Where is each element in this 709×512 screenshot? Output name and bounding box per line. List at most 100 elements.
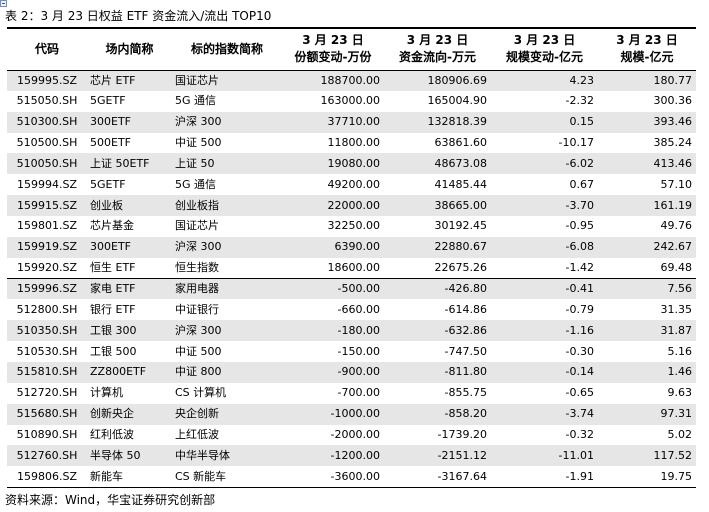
share-change-cell: -1200.00 bbox=[282, 445, 384, 467]
etf-code-cell: 159995.SZ bbox=[7, 70, 87, 91]
header-scale-change-date: 3 月 23 日 bbox=[513, 33, 576, 48]
scale-cell: 31.87 bbox=[598, 320, 696, 342]
fund-flow-cell: -858.20 bbox=[384, 403, 491, 425]
fund-flow-cell: -855.75 bbox=[384, 382, 491, 404]
etf-code-cell: 159994.SZ bbox=[7, 174, 87, 196]
scale-change-cell: -1.16 bbox=[491, 320, 598, 342]
table-row: 159994.SZ 5GETF 5G 通信 49200.00 41485.44 0.67 5… bbox=[7, 174, 696, 196]
header-share-change-label: 份额变动-万份 bbox=[294, 50, 372, 65]
etf-name-cell: 创新央企 bbox=[87, 403, 172, 425]
scale-cell: 242.67 bbox=[598, 236, 696, 258]
index-name-cell: 上红低波 bbox=[172, 424, 282, 446]
table-row: 159915.SZ 创业板 创业板指 22000.00 38665.00 -3.70 161… bbox=[7, 195, 696, 217]
etf-name-cell: 芯片基金 bbox=[87, 216, 172, 237]
etf-name-cell: 红利低波 bbox=[87, 424, 172, 446]
scale-change-cell: -3.70 bbox=[491, 195, 598, 217]
etf-code-cell: 515050.SH bbox=[7, 90, 87, 112]
index-name-cell: CS 新能车 bbox=[172, 466, 282, 488]
share-change-cell: -660.00 bbox=[282, 299, 384, 321]
share-change-cell: -1000.00 bbox=[282, 403, 384, 425]
share-change-cell: -2000.00 bbox=[282, 424, 384, 446]
index-name-cell: 国证芯片 bbox=[172, 70, 282, 91]
scale-change-cell: -0.30 bbox=[491, 341, 598, 363]
fund-flow-cell: 48673.08 bbox=[384, 153, 491, 175]
fund-flow-cell: 165004.90 bbox=[384, 90, 491, 112]
scale-change-cell: -1.91 bbox=[491, 466, 598, 488]
header-scale-date: 3 月 23 日 bbox=[616, 33, 678, 48]
share-change-cell: -3600.00 bbox=[282, 466, 384, 488]
etf-name-cell: 500ETF bbox=[87, 132, 172, 154]
header-scale-change-label: 规模变动-亿元 bbox=[506, 50, 583, 65]
scale-cell: 385.24 bbox=[598, 132, 696, 154]
scale-change-cell: -0.65 bbox=[491, 382, 598, 404]
scale-change-cell: -3.74 bbox=[491, 403, 598, 425]
fund-flow-cell: 22675.26 bbox=[384, 257, 491, 280]
header-name: 场内简称 bbox=[87, 29, 172, 71]
index-name-cell: 中证银行 bbox=[172, 299, 282, 321]
scale-cell: 5.16 bbox=[598, 341, 696, 363]
scale-change-cell: -0.41 bbox=[491, 278, 598, 300]
table-header: 代码 场内简称 标的指数简称 3 月 23 日 份额变动-万份 3 月 23 日… bbox=[7, 29, 696, 71]
share-change-cell: 11800.00 bbox=[282, 132, 384, 154]
etf-name-cell: 银行 ETF bbox=[87, 299, 172, 321]
scale-cell: 161.19 bbox=[598, 195, 696, 217]
header-code: 代码 bbox=[7, 29, 87, 71]
table-row: 510890.SH 红利低波 上红低波 -2000.00 -1739.20 -0.32 5.… bbox=[7, 424, 696, 446]
etf-name-cell: 半导体 50 bbox=[87, 445, 172, 467]
etf-name-cell: 家电 ETF bbox=[87, 278, 172, 300]
etf-name-cell: 300ETF bbox=[87, 236, 172, 258]
scale-change-cell: -0.14 bbox=[491, 362, 598, 383]
fund-flow-cell: 132818.39 bbox=[384, 111, 491, 133]
index-name-cell: 中证 500 bbox=[172, 341, 282, 363]
table-row: 515680.SH 创新央企 央企创新 -1000.00 -858.20 -3.74 97.… bbox=[7, 403, 696, 425]
share-change-cell: 6390.00 bbox=[282, 236, 384, 258]
table-row: 510300.SH 300ETF 沪深 300 37710.00 132818.39 0.… bbox=[7, 111, 696, 133]
index-name-cell: 沪深 300 bbox=[172, 236, 282, 258]
table-row: 512800.SH 银行 ETF 中证银行 -660.00 -614.86 -0.79 31… bbox=[7, 299, 696, 321]
scale-change-cell: -0.95 bbox=[491, 216, 598, 237]
share-change-cell: 19080.00 bbox=[282, 153, 384, 175]
etf-code-cell: 510050.SH bbox=[7, 153, 87, 175]
scale-change-cell: -1.42 bbox=[491, 257, 598, 280]
scale-cell: 413.46 bbox=[598, 153, 696, 175]
etf-code-cell: 515810.SH bbox=[7, 362, 87, 383]
fund-flow-cell: 38665.00 bbox=[384, 195, 491, 217]
scale-change-cell: 4.23 bbox=[491, 70, 598, 91]
fund-flow-cell: -811.80 bbox=[384, 362, 491, 383]
etf-name-cell: 300ETF bbox=[87, 111, 172, 133]
header-fund-flow-label: 资金流向-万元 bbox=[399, 50, 476, 65]
table-row: 510350.SH 工银 300 沪深 300 -180.00 -632.86 -1.16… bbox=[7, 320, 696, 342]
etf-name-cell: 恒生 ETF bbox=[87, 257, 172, 280]
etf-name-cell: 芯片 ETF bbox=[87, 70, 172, 91]
etf-name-cell: 5GETF bbox=[87, 90, 172, 112]
share-change-cell: -180.00 bbox=[282, 320, 384, 342]
fund-flow-cell: -426.80 bbox=[384, 278, 491, 300]
index-name-cell: 中证 800 bbox=[172, 362, 282, 383]
etf-code-cell: 510500.SH bbox=[7, 132, 87, 154]
table-row: 512760.SH 半导体 50 中华半导体 -1200.00 -2151.12 -11.… bbox=[7, 445, 696, 467]
index-name-cell: 国证芯片 bbox=[172, 216, 282, 237]
etf-code-cell: 512800.SH bbox=[7, 299, 87, 321]
index-name-cell: 家用电器 bbox=[172, 278, 282, 300]
scale-change-cell: 0.15 bbox=[491, 111, 598, 133]
table-row: 159801.SZ 芯片基金 国证芯片 32250.00 30192.45 -0.95 49… bbox=[7, 216, 696, 237]
scale-cell: 300.36 bbox=[598, 90, 696, 112]
etf-name-cell: 新能车 bbox=[87, 466, 172, 488]
index-name-cell: 央企创新 bbox=[172, 403, 282, 425]
table-header-row: 代码 场内简称 标的指数简称 3 月 23 日 份额变动-万份 3 月 23 日… bbox=[7, 29, 696, 71]
etf-name-cell: 上证 50ETF bbox=[87, 153, 172, 175]
index-name-cell: CS 计算机 bbox=[172, 382, 282, 404]
etf-code-cell: 159996.SZ bbox=[7, 278, 87, 300]
share-change-cell: 163000.00 bbox=[282, 90, 384, 112]
index-name-cell: 中证 500 bbox=[172, 132, 282, 154]
table-row: 515050.SH 5GETF 5G 通信 163000.00 165004.90 -2.… bbox=[7, 90, 696, 112]
index-name-cell: 5G 通信 bbox=[172, 174, 282, 196]
scale-change-cell: -2.32 bbox=[491, 90, 598, 112]
etf-code-cell: 159919.SZ bbox=[7, 236, 87, 258]
share-change-cell: 37710.00 bbox=[282, 111, 384, 133]
scale-change-cell: 0.67 bbox=[491, 174, 598, 196]
scale-change-cell: -10.17 bbox=[491, 132, 598, 154]
table-row: 159806.SZ 新能车 CS 新能车 -3600.00 -3167.64 -1.91 1… bbox=[7, 466, 696, 488]
etf-code-cell: 159801.SZ bbox=[7, 216, 87, 237]
index-name-cell: 5G 通信 bbox=[172, 90, 282, 112]
